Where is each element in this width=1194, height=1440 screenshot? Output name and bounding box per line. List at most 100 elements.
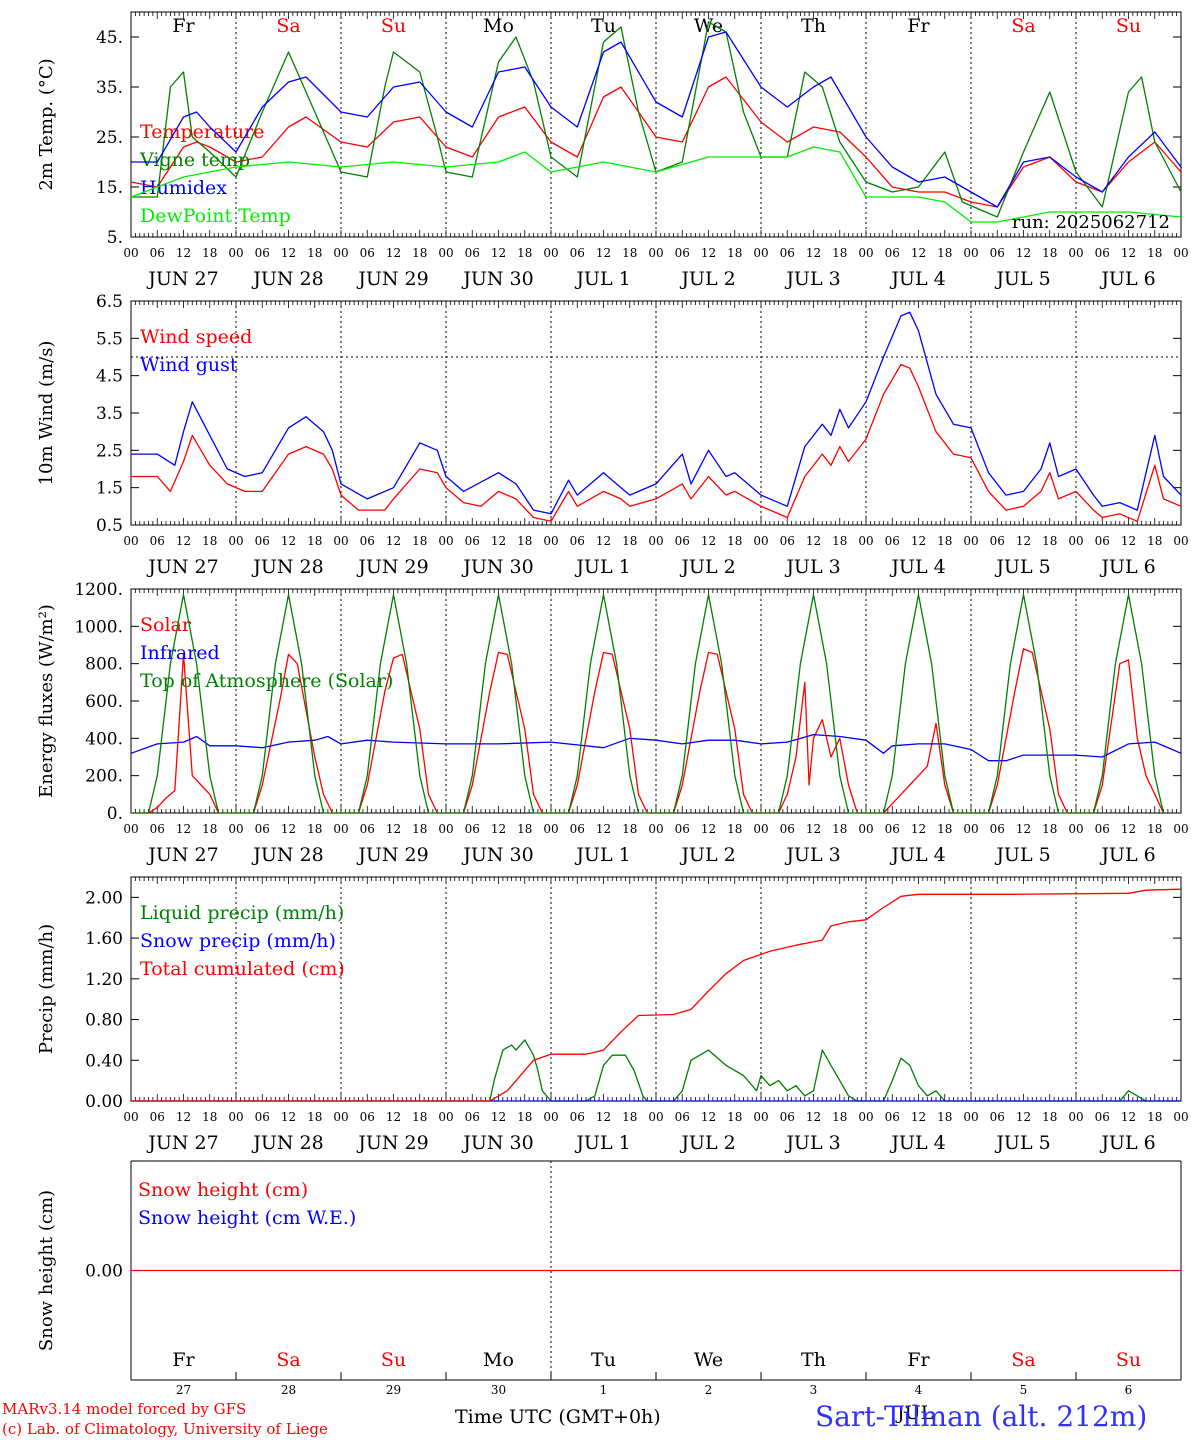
hour-label: 06: [1095, 1110, 1110, 1124]
day-name-label: Su: [1116, 1349, 1141, 1371]
hour-label: 00: [123, 534, 138, 548]
hour-label: 06: [885, 534, 900, 548]
hour-label: 12: [1016, 534, 1031, 548]
hour-label: 06: [570, 1110, 585, 1124]
hour-label: 12: [1016, 246, 1031, 260]
hour-label: 00: [543, 1110, 558, 1124]
hour-label: 18: [517, 246, 532, 260]
hour-label: 06: [885, 1110, 900, 1124]
y-tick-label: 0.: [107, 804, 123, 824]
hour-label: 18: [412, 1110, 427, 1124]
day-name-label: Fr: [907, 1349, 930, 1371]
hour-label: 06: [465, 534, 480, 548]
y-tick-label: 0.5: [96, 516, 123, 536]
hour-label: 18: [937, 822, 952, 836]
hour-label: 06: [990, 1110, 1005, 1124]
hour-label: 06: [1095, 246, 1110, 260]
date-label: JUL 5: [994, 1132, 1050, 1154]
date-label: JUN 27: [146, 268, 218, 290]
hour-label: 18: [412, 534, 427, 548]
day-name-label: Sa: [276, 1349, 300, 1371]
hour-label: 00: [123, 246, 138, 260]
hour-label: 00: [438, 534, 453, 548]
y-tick-label: 1000.: [74, 617, 123, 637]
date-label: JUL 1: [574, 1132, 630, 1154]
series-line-1-4: [130, 146, 1182, 223]
hour-label: 18: [202, 822, 217, 836]
hour-label: 06: [150, 1110, 165, 1124]
month-label: JUL: [897, 1402, 934, 1424]
y-tick-label: 400.: [85, 729, 123, 749]
hour-label: 06: [570, 534, 585, 548]
hour-label: 12: [911, 1110, 926, 1124]
hour-label: 12: [911, 822, 926, 836]
date-label: JUL 4: [889, 268, 945, 290]
hour-label: 00: [228, 822, 243, 836]
y-tick-label: 0.00: [85, 1092, 123, 1112]
hour-label: 12: [701, 246, 716, 260]
hour-label: 18: [412, 822, 427, 836]
series-line-1-2: [131, 21, 1182, 218]
hour-label: 06: [780, 534, 795, 548]
date-label: JUL 4: [889, 844, 945, 866]
y-tick-label: 45.: [96, 28, 123, 48]
legend-entry: Wind gust: [140, 354, 238, 376]
legend-entry: Snow height (cm W.E.): [138, 1207, 356, 1229]
hour-label: 18: [727, 534, 742, 548]
hour-label: 00: [1068, 1110, 1083, 1124]
hour-label: 00: [438, 246, 453, 260]
hour-label: 06: [255, 534, 270, 548]
hour-label: 00: [858, 534, 873, 548]
hour-label: 18: [202, 1110, 217, 1124]
hour-label: 06: [780, 246, 795, 260]
y-tick-label: 200.: [85, 767, 123, 787]
hour-label: 18: [517, 822, 532, 836]
series-line-2-1: [131, 363, 1182, 522]
hour-label: 12: [806, 246, 821, 260]
day-name-label: Sa: [1011, 1349, 1035, 1371]
model-credit: MARv3.14 model forced by GFS (c) Lab. of…: [2, 1399, 328, 1439]
hour-label: 18: [307, 246, 322, 260]
hour-label: 18: [832, 246, 847, 260]
date-label: JUL 5: [994, 268, 1050, 290]
hour-label: 00: [333, 1110, 348, 1124]
day-name-label: Sa: [1011, 15, 1035, 37]
hour-label: 00: [1173, 1110, 1188, 1124]
y-tick-label: 6.5: [96, 292, 123, 312]
day-number-label: 6: [1125, 1383, 1133, 1397]
day-number-label: 1: [600, 1383, 608, 1397]
y-tick-label: 25.: [96, 128, 123, 148]
hour-label: 06: [255, 822, 270, 836]
date-label: JUN 28: [251, 556, 323, 578]
hour-label: 12: [176, 534, 191, 548]
hour-label: 00: [123, 1110, 138, 1124]
hour-label: 00: [963, 246, 978, 260]
hour-label: 00: [438, 1110, 453, 1124]
series-line-1-3: [131, 31, 1182, 208]
hour-label: 12: [701, 822, 716, 836]
hour-label: 12: [1121, 246, 1136, 260]
hour-label: 12: [491, 822, 506, 836]
hour-label: 18: [517, 1110, 532, 1124]
day-number-label: 5: [1020, 1383, 1028, 1397]
hour-label: 06: [780, 822, 795, 836]
hour-label: 12: [806, 534, 821, 548]
hour-label: 06: [360, 534, 375, 548]
hour-label: 00: [648, 822, 663, 836]
date-label: JUN 29: [356, 844, 428, 866]
legend-entry: Wind speed: [140, 326, 252, 348]
day-name-label: Su: [381, 15, 406, 37]
hour-label: 00: [753, 822, 768, 836]
hour-label: 00: [1173, 246, 1188, 260]
series-line-3-2: [130, 733, 1182, 762]
hour-label: 12: [806, 1110, 821, 1124]
day-name-label: Tu: [591, 1349, 616, 1371]
day-name-label: Fr: [172, 15, 195, 37]
hour-label: 00: [333, 822, 348, 836]
day-name-label: We: [694, 1349, 723, 1371]
date-label: JUN 28: [251, 844, 323, 866]
hour-label: 00: [1068, 246, 1083, 260]
hour-label: 06: [360, 246, 375, 260]
hour-label: 00: [858, 1110, 873, 1124]
